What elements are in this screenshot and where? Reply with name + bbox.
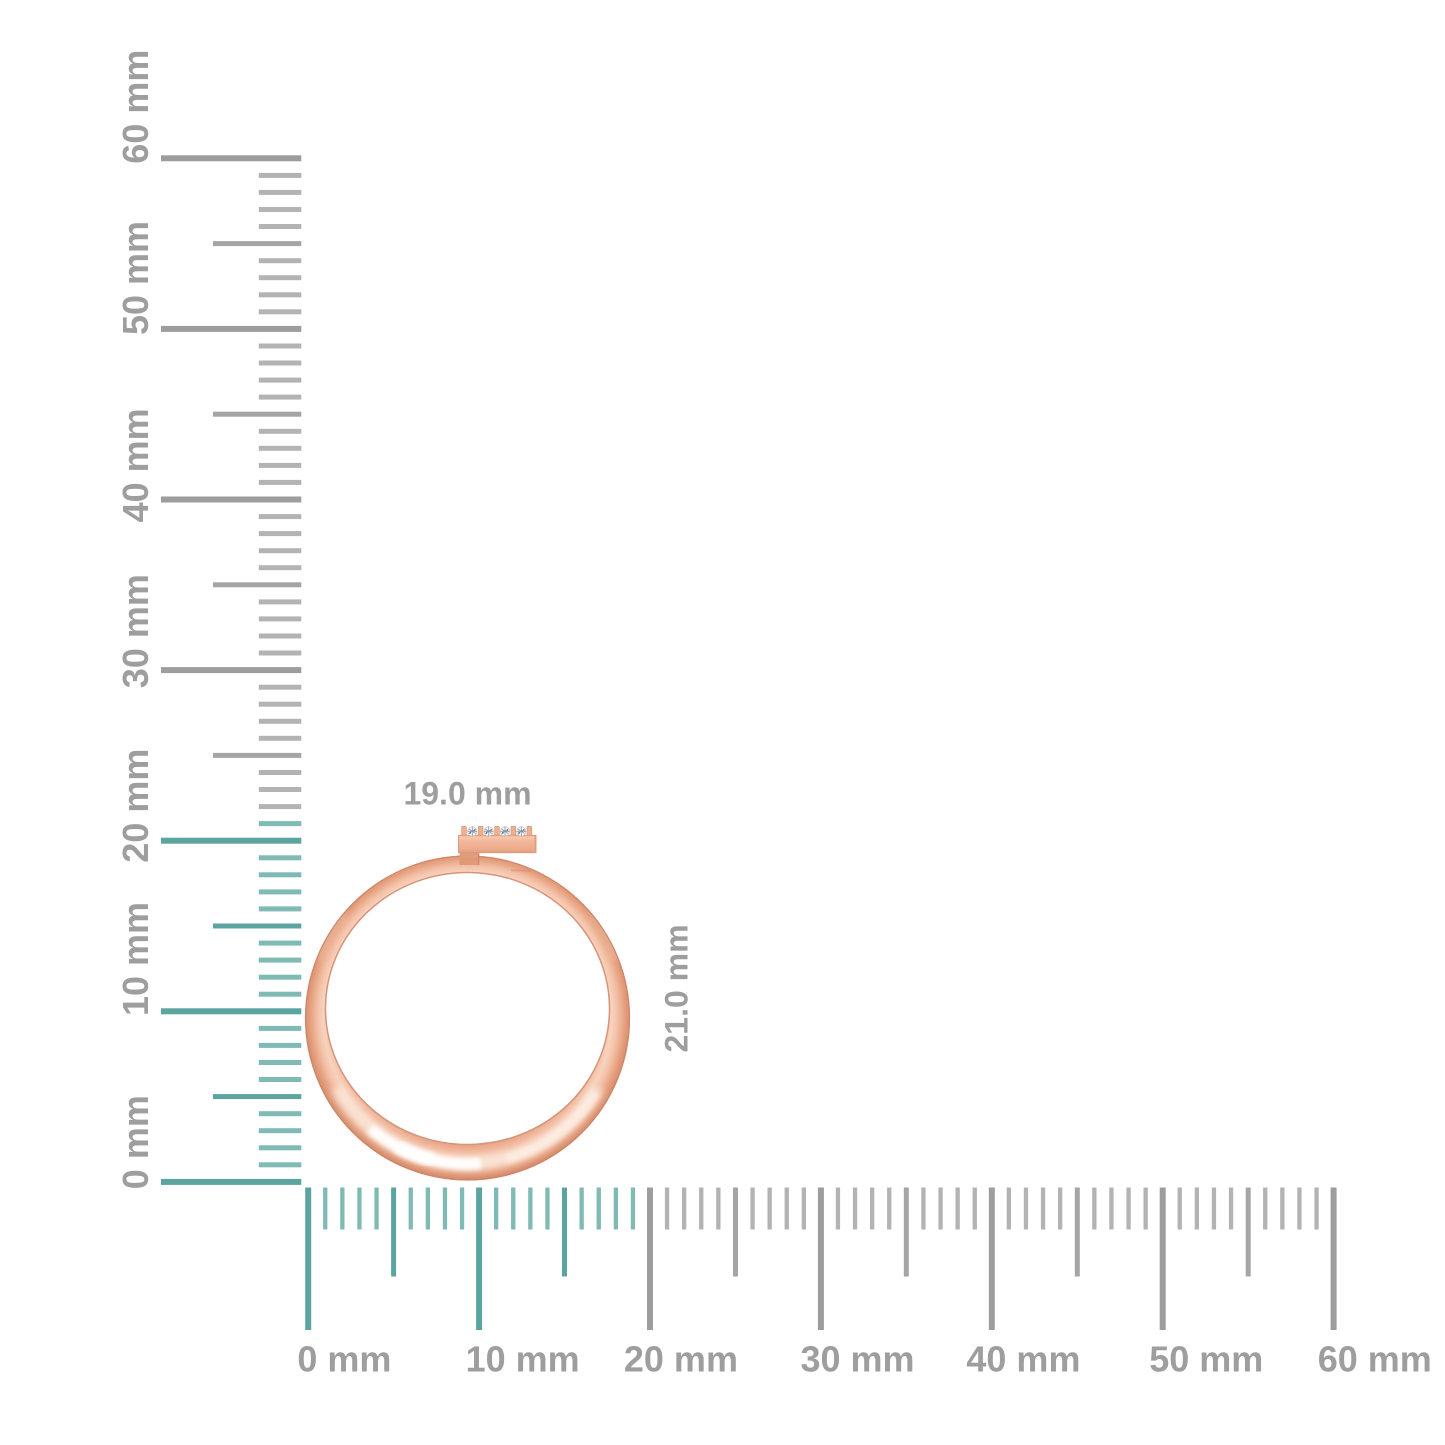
svg-text:30 mm: 30 mm <box>801 1339 915 1380</box>
svg-text:10 mm: 10 mm <box>466 1339 580 1380</box>
svg-text:60 mm: 60 mm <box>115 50 156 164</box>
svg-text:50 mm: 50 mm <box>1149 1339 1263 1380</box>
svg-text:50 mm: 50 mm <box>115 221 156 335</box>
svg-text:40 mm: 40 mm <box>115 408 156 522</box>
svg-text:19.0 mm: 19.0 mm <box>403 776 531 812</box>
svg-text:0 mm: 0 mm <box>115 1095 156 1189</box>
svg-text:0 mm: 0 mm <box>297 1339 391 1380</box>
svg-text:20 mm: 20 mm <box>115 749 156 863</box>
svg-text:20 mm: 20 mm <box>624 1339 738 1380</box>
svg-text:10 mm: 10 mm <box>115 902 156 1016</box>
svg-text:21.0 mm: 21.0 mm <box>659 924 695 1052</box>
svg-text:40 mm: 40 mm <box>966 1339 1080 1380</box>
svg-text:30 mm: 30 mm <box>115 574 156 688</box>
svg-text:60 mm: 60 mm <box>1318 1339 1432 1380</box>
